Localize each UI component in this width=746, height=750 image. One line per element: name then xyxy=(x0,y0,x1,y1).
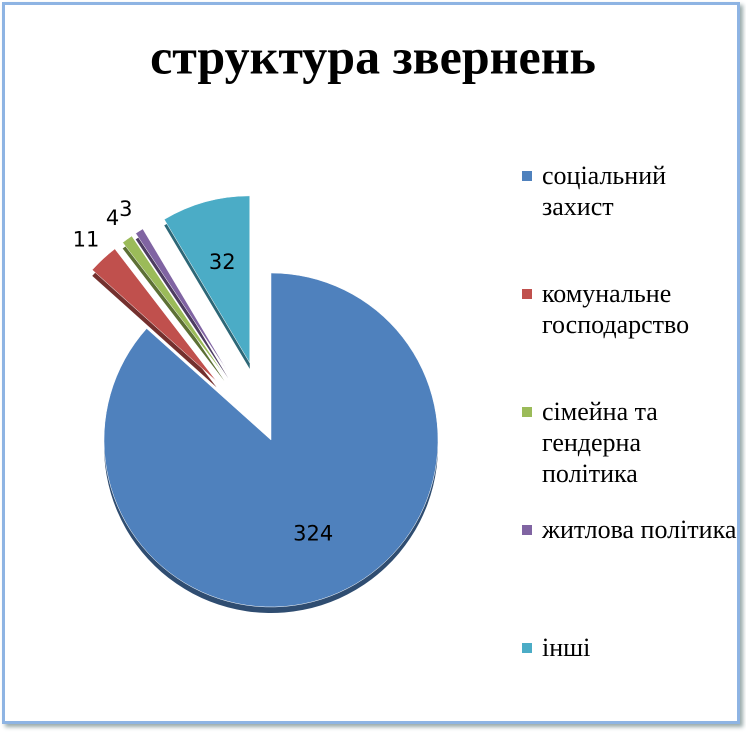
slice-depth xyxy=(135,234,229,379)
data-label: 324 xyxy=(293,522,333,546)
legend-item: житлова політика xyxy=(522,514,737,632)
slice xyxy=(103,272,439,608)
slice xyxy=(163,195,251,364)
legend-swatch xyxy=(522,525,532,535)
legend-label: соціальний захист xyxy=(542,161,667,221)
slice xyxy=(122,235,225,376)
legend-item: комунальне господарство xyxy=(522,278,737,396)
page: структура звернень 324 11 4 3 32 соціальний … xyxy=(2,2,740,724)
slice xyxy=(135,228,229,373)
legend-swatch xyxy=(522,643,532,653)
data-label: 11 xyxy=(73,227,100,251)
legend: соціальний захист комунальне господарство… xyxy=(522,160,737,750)
data-label: 4 xyxy=(106,206,119,230)
legend-item: інші xyxy=(522,632,737,750)
data-label: 32 xyxy=(209,250,236,274)
slice xyxy=(91,248,217,382)
legend-item: соціальний захист xyxy=(522,160,737,278)
chart: структура звернень 324 114 3 32 xyxy=(73,28,596,613)
legend-label: житлова політика xyxy=(542,515,737,544)
legend-item: сімейна та гендерна політика xyxy=(522,396,737,514)
chart-title: структура звернень xyxy=(150,28,596,84)
legend-label: інші xyxy=(542,633,591,662)
legend-label: комунальне господарство xyxy=(542,279,690,339)
legend-label: сімейна та гендерна політика xyxy=(542,397,658,488)
legend-swatch xyxy=(522,171,532,181)
data-label: 3 xyxy=(119,197,132,221)
legend-swatch xyxy=(522,289,532,299)
slice-depth xyxy=(122,242,225,381)
legend-swatch xyxy=(522,407,532,417)
